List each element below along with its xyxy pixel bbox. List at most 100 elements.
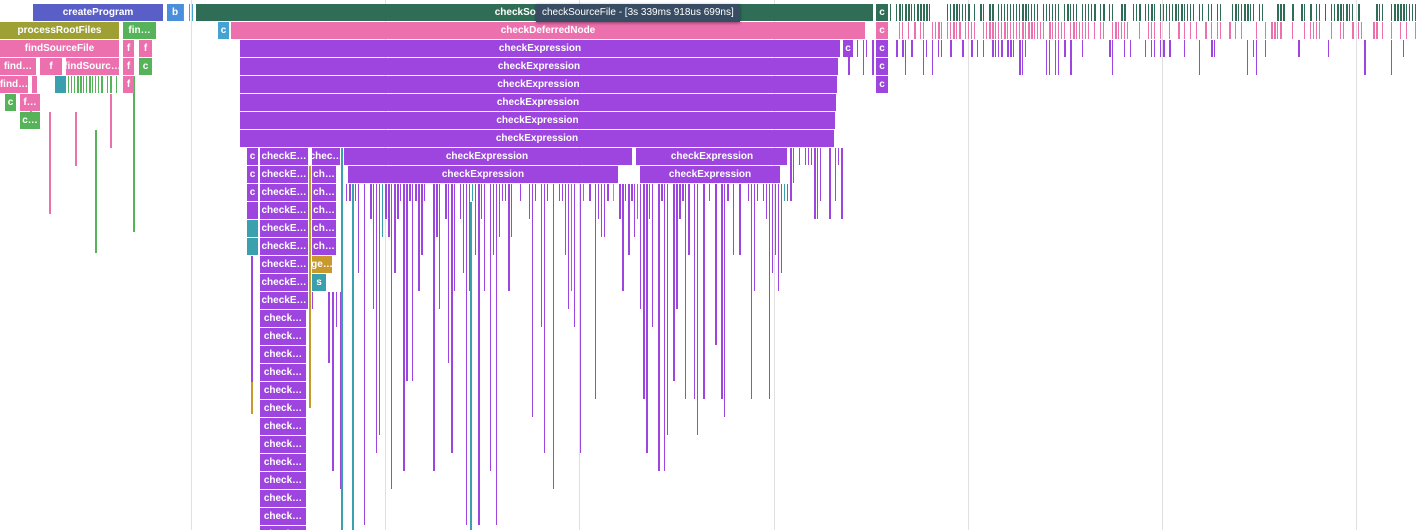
micro-frame[interactable] [1304, 4, 1305, 21]
micro-frame[interactable] [1391, 22, 1392, 39]
micro-frame[interactable] [77, 76, 79, 93]
micro-frame[interactable] [421, 184, 423, 255]
micro-frame[interactable] [908, 22, 909, 39]
frame-checkExpression[interactable]: checkExpression [240, 76, 837, 93]
micro-frame[interactable] [902, 22, 903, 39]
micro-frame[interactable] [1178, 22, 1180, 39]
frame-block[interactable] [247, 202, 258, 219]
micro-frame[interactable] [1022, 40, 1023, 75]
micro-frame[interactable] [866, 40, 867, 57]
micro-frame[interactable] [727, 184, 729, 201]
micro-frame[interactable] [962, 4, 963, 21]
micro-frame[interactable] [643, 184, 645, 399]
frame-check…[interactable]: check… [260, 346, 306, 363]
frame-f[interactable]: f [123, 40, 134, 57]
micro-frame[interactable] [1241, 4, 1242, 21]
micro-frame[interactable] [445, 184, 447, 219]
micro-frame[interactable] [415, 184, 417, 201]
micro-frame[interactable] [667, 184, 668, 435]
micro-frame[interactable] [1154, 4, 1155, 21]
micro-frame[interactable] [1049, 40, 1050, 75]
micro-frame[interactable] [974, 4, 975, 21]
micro-frame[interactable] [766, 184, 767, 219]
micro-frame[interactable] [1067, 4, 1069, 21]
micro-frame[interactable] [1013, 40, 1014, 57]
frame-checkExpression[interactable]: checkExpression [240, 130, 834, 147]
micro-frame[interactable] [496, 184, 497, 525]
micro-frame[interactable] [814, 148, 816, 219]
micro-frame[interactable] [1217, 4, 1218, 21]
micro-frame[interactable] [1016, 22, 1017, 39]
micro-frame[interactable] [68, 76, 69, 93]
micro-frame[interactable] [1271, 22, 1273, 39]
call-line[interactable] [133, 76, 135, 232]
micro-frame[interactable] [565, 184, 566, 255]
micro-frame[interactable] [1001, 22, 1002, 39]
call-line[interactable] [470, 202, 472, 530]
frame-check…[interactable]: check… [260, 508, 306, 525]
micro-frame[interactable] [694, 184, 695, 399]
micro-frame[interactable] [1082, 22, 1083, 39]
frame-c[interactable]: c [876, 22, 888, 39]
micro-frame[interactable] [1406, 4, 1407, 21]
micro-frame[interactable] [1406, 22, 1407, 39]
micro-frame[interactable] [631, 184, 633, 201]
micro-frame[interactable] [1280, 4, 1282, 21]
frame-s[interactable]: s [312, 274, 326, 291]
micro-frame[interactable] [1151, 4, 1153, 21]
micro-frame[interactable] [959, 22, 961, 39]
micro-frame[interactable] [1019, 22, 1020, 39]
micro-frame[interactable] [1220, 22, 1221, 39]
frame-check…[interactable]: check… [260, 310, 306, 327]
frame-c[interactable]: c [139, 58, 152, 75]
frame-check…[interactable]: check… [260, 526, 306, 530]
micro-frame[interactable] [688, 184, 690, 255]
micro-frame[interactable] [899, 4, 901, 21]
call-line[interactable] [352, 184, 354, 530]
frame-check…[interactable]: check… [260, 400, 306, 417]
call-line[interactable] [309, 166, 311, 408]
micro-frame[interactable] [911, 4, 912, 21]
micro-frame[interactable] [1160, 22, 1161, 39]
micro-frame[interactable] [953, 4, 955, 21]
micro-frame[interactable] [917, 4, 919, 21]
micro-frame[interactable] [1109, 4, 1110, 21]
frame-check…[interactable]: check… [260, 490, 306, 507]
micro-frame[interactable] [1010, 40, 1012, 57]
frame-fin…[interactable]: fin… [123, 22, 156, 39]
micro-frame[interactable] [923, 40, 924, 75]
micro-frame[interactable] [1004, 22, 1006, 39]
micro-frame[interactable] [920, 4, 922, 21]
micro-frame[interactable] [1376, 4, 1378, 21]
frame-check…[interactable]: check… [260, 364, 306, 381]
micro-frame[interactable] [433, 184, 435, 471]
micro-frame[interactable] [1094, 22, 1095, 39]
micro-frame[interactable] [685, 184, 686, 399]
micro-frame[interactable] [664, 184, 665, 471]
micro-frame[interactable] [820, 148, 821, 201]
micro-frame[interactable] [1043, 4, 1044, 21]
micro-frame[interactable] [1169, 40, 1171, 57]
frame-block[interactable] [247, 238, 258, 255]
micro-frame[interactable] [926, 40, 927, 57]
frame-checkE…[interactable]: checkE… [260, 166, 308, 183]
micro-frame[interactable] [998, 4, 999, 21]
micro-frame[interactable] [649, 184, 650, 219]
micro-frame[interactable] [1382, 22, 1383, 39]
micro-frame[interactable] [1379, 4, 1380, 21]
micro-frame[interactable] [74, 76, 75, 93]
micro-frame[interactable] [460, 184, 461, 219]
micro-frame[interactable] [370, 184, 372, 219]
micro-frame[interactable] [1007, 40, 1009, 57]
micro-frame[interactable] [1235, 4, 1237, 21]
micro-frame[interactable] [189, 4, 190, 21]
frame-ge…[interactable]: ge… [312, 256, 332, 273]
micro-frame[interactable] [1274, 22, 1276, 39]
micro-frame[interactable] [1034, 4, 1035, 21]
micro-frame[interactable] [1148, 22, 1149, 39]
micro-frame[interactable] [382, 184, 383, 237]
micro-frame[interactable] [493, 184, 494, 255]
micro-frame[interactable] [1037, 22, 1038, 39]
micro-frame[interactable] [1001, 40, 1003, 57]
